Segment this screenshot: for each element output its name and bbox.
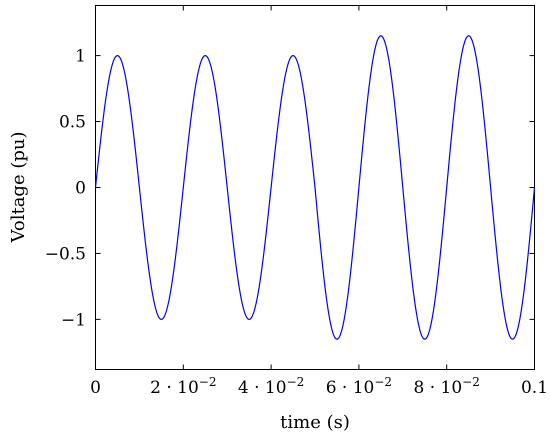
x-tick-label: 0.1 [521,378,548,398]
axis-ticks: 0 2 · 10−2 4 · 10−2 6 · 10−2 8 · 10−2 0.1 1 0.5… [45,5,548,398]
series-peak-point [468,35,469,36]
y-tick-label: 0 [75,179,86,199]
series-peak-point [117,55,118,56]
series-peak-point [380,35,381,36]
series-peak-point [424,339,425,340]
y-tick-label: −1 [61,310,86,330]
x-tick-label: 8 · 10−2 [414,375,480,398]
series-peak-point [249,319,250,320]
x-tick-label: 0 [90,378,101,398]
y-tick-label: 0.5 [59,113,86,133]
series-peak-point [336,339,337,340]
y-axis-label: Voltage (pu) [8,132,29,244]
x-tick-label: 2 · 10−2 [150,375,216,398]
y-tick-label: −0.5 [45,244,86,264]
series-peak-point [292,55,293,56]
series-peak-point [161,319,162,320]
y-tick-label: 1 [75,47,86,67]
x-tick-label: 4 · 10−2 [238,375,304,398]
series-peak-point [512,339,513,340]
x-axis-label: time (s) [280,412,350,433]
series-peak-point [205,55,206,56]
x-tick-label: 6 · 10−2 [326,375,392,398]
voltage-series-line [94,35,536,340]
